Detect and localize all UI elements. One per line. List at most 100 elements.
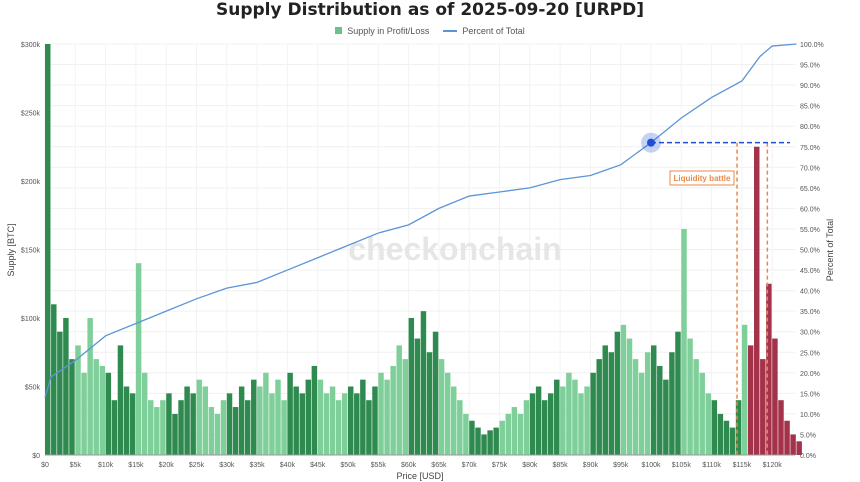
y2-tick-label: 10.0% bbox=[800, 412, 820, 419]
bar bbox=[81, 372, 87, 455]
bar bbox=[438, 359, 445, 455]
y2-tick-label: 25.0% bbox=[800, 350, 820, 357]
bar bbox=[196, 379, 202, 455]
x-tick-label: $55k bbox=[371, 462, 387, 469]
bar bbox=[87, 318, 93, 455]
x-tick-label: $25k bbox=[189, 462, 205, 469]
y2-tick-label: 20.0% bbox=[800, 371, 820, 378]
bar bbox=[341, 393, 348, 455]
x-tick-label: $110k bbox=[702, 462, 721, 469]
bar bbox=[463, 413, 469, 455]
bar bbox=[360, 379, 366, 455]
bar bbox=[269, 393, 275, 455]
bar bbox=[263, 372, 269, 455]
y2-tick-label: 35.0% bbox=[800, 309, 820, 316]
annotation-box bbox=[669, 170, 735, 186]
bar bbox=[608, 352, 615, 455]
bar bbox=[366, 400, 372, 455]
bar bbox=[663, 379, 669, 455]
bar bbox=[354, 393, 360, 455]
bar bbox=[451, 386, 457, 455]
y-tick-label: $50k bbox=[25, 385, 41, 392]
bar bbox=[117, 345, 124, 455]
bar bbox=[275, 379, 281, 455]
bar bbox=[172, 413, 178, 455]
bar bbox=[105, 372, 112, 455]
bar bbox=[378, 372, 384, 455]
bar bbox=[190, 393, 196, 455]
bar bbox=[644, 352, 651, 455]
bar bbox=[154, 407, 160, 455]
bar bbox=[432, 331, 439, 455]
x-tick-label: $85k bbox=[553, 462, 569, 469]
highlight-point bbox=[647, 138, 655, 147]
bar bbox=[469, 420, 475, 455]
bar bbox=[45, 44, 51, 455]
bar bbox=[184, 386, 190, 455]
x-tick-label: $10k bbox=[98, 462, 114, 469]
bar bbox=[390, 365, 396, 455]
bar bbox=[426, 352, 433, 455]
bar bbox=[596, 359, 602, 455]
bar bbox=[220, 400, 227, 455]
bar bbox=[111, 400, 118, 455]
y2-tick-label: 75.0% bbox=[800, 145, 820, 152]
x-tick-label: $40k bbox=[280, 462, 296, 469]
bar bbox=[129, 393, 136, 455]
bar bbox=[287, 372, 293, 455]
bar bbox=[63, 318, 69, 455]
bar bbox=[232, 407, 239, 455]
bar bbox=[148, 400, 154, 455]
bar bbox=[493, 427, 499, 455]
bar bbox=[687, 338, 693, 455]
bar bbox=[590, 372, 596, 455]
x-tick-label: $75k bbox=[492, 462, 508, 469]
x-tick-label: $95k bbox=[613, 462, 629, 469]
bar bbox=[747, 345, 754, 455]
x-tick-label: $45k bbox=[310, 462, 326, 469]
bar bbox=[772, 338, 778, 455]
bar bbox=[251, 379, 257, 455]
bar bbox=[784, 420, 790, 455]
bar bbox=[717, 413, 724, 455]
bar bbox=[572, 379, 578, 455]
x-tick-label: $120k bbox=[763, 462, 783, 469]
bar bbox=[135, 263, 142, 455]
bar bbox=[541, 400, 548, 455]
bar bbox=[675, 331, 681, 455]
bar bbox=[560, 386, 566, 455]
bar bbox=[293, 386, 299, 455]
bar bbox=[348, 386, 354, 455]
bar bbox=[547, 393, 554, 455]
bar bbox=[475, 427, 481, 455]
bar bbox=[741, 324, 748, 455]
bar bbox=[711, 400, 718, 455]
bar bbox=[75, 345, 81, 455]
bar bbox=[244, 400, 251, 455]
bar bbox=[693, 359, 699, 455]
x-tick-label: $80k bbox=[522, 462, 538, 469]
bar bbox=[584, 386, 590, 455]
y2-tick-label: 95.0% bbox=[800, 63, 820, 70]
bar bbox=[626, 338, 633, 455]
bar bbox=[632, 359, 639, 455]
y-tick-label: $150k bbox=[21, 248, 41, 255]
bar bbox=[760, 359, 766, 455]
bar bbox=[729, 427, 736, 455]
bar bbox=[754, 146, 760, 455]
x-tick-label: $15k bbox=[128, 462, 144, 469]
bar bbox=[796, 441, 802, 455]
bar bbox=[723, 420, 730, 455]
y2-tick-label: 0.0% bbox=[800, 453, 816, 460]
bar bbox=[566, 372, 572, 455]
bar bbox=[578, 393, 584, 455]
bar bbox=[778, 400, 784, 455]
bar bbox=[299, 393, 305, 455]
bar bbox=[638, 372, 645, 455]
watermark: checkonchain bbox=[348, 231, 561, 267]
bar bbox=[444, 372, 451, 455]
y2-tick-label: 65.0% bbox=[800, 186, 820, 193]
bar bbox=[766, 283, 772, 455]
